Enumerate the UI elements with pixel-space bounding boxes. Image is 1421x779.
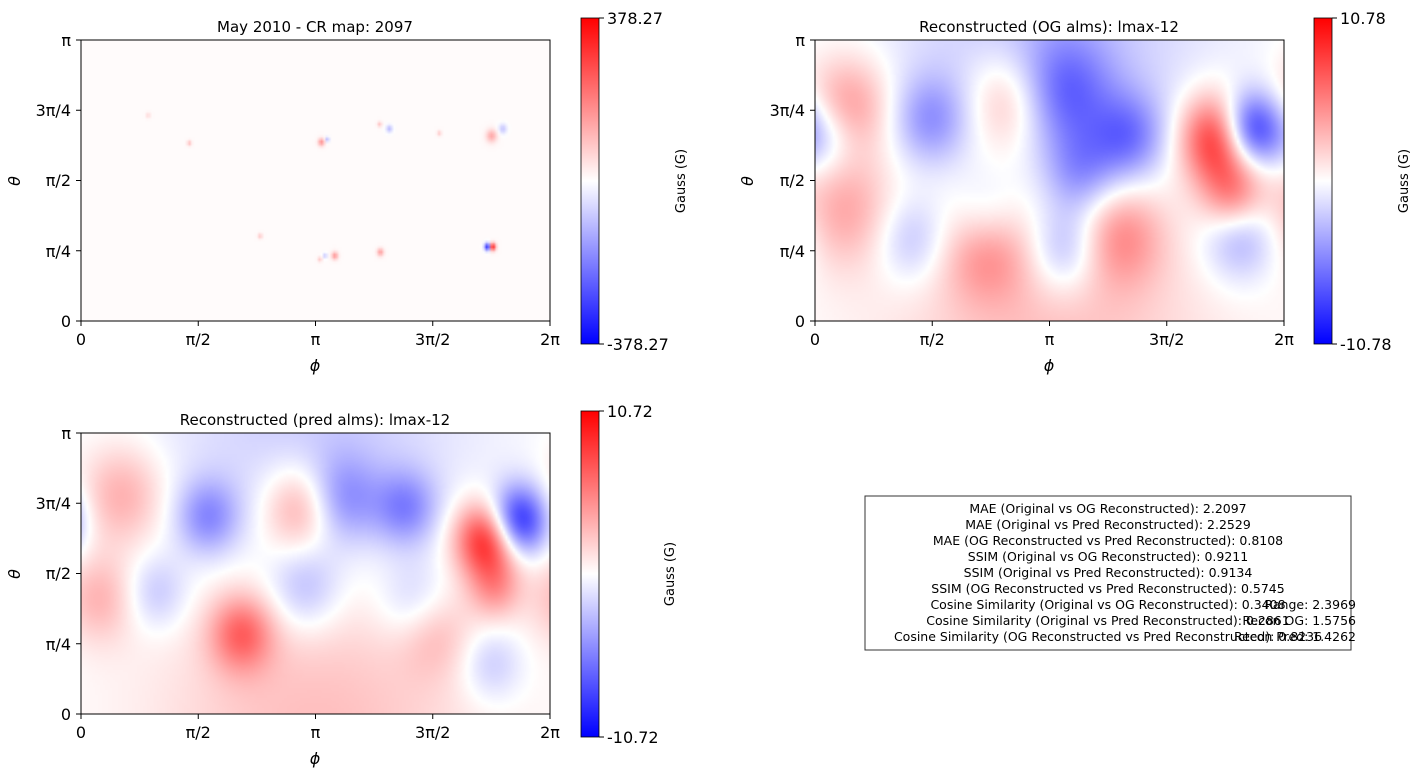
metric-line: SSIM (Original vs OG Reconstructed): 0.9… bbox=[968, 549, 1248, 564]
panel-title: Reconstructed (OG alms): lmax-12 bbox=[919, 18, 1179, 36]
metrics-box-frame bbox=[864, 495, 1352, 651]
y-tick-label: 3π/4 bbox=[36, 101, 71, 120]
metrics-box: MAE (Original vs OG Reconstructed): 2.20… bbox=[864, 495, 1356, 651]
y-tick-label: 3π/4 bbox=[770, 101, 805, 120]
metric-line: MAE (OG Reconstructed vs Pred Reconstruc… bbox=[933, 533, 1283, 548]
x-tick-label: 2π bbox=[1274, 330, 1294, 349]
panel-title: May 2010 - CR map: 2097 bbox=[217, 18, 413, 36]
x-axis-label: ϕ bbox=[1044, 356, 1055, 375]
metric-line: Cosine Similarity (Original vs OG Recons… bbox=[930, 597, 1285, 612]
x-axis-label: ϕ bbox=[310, 356, 321, 375]
metric-line: SSIM (OG Reconstructed vs Pred Reconstru… bbox=[931, 581, 1284, 596]
colorbar-min-label: -10.72 bbox=[607, 728, 659, 747]
y-tick-label: 0 bbox=[795, 312, 805, 331]
y-tick-label: π bbox=[61, 424, 71, 443]
colorbar-max-label: 10.72 bbox=[607, 402, 653, 421]
heatmap-image-1 bbox=[815, 40, 1284, 321]
y-tick-label: π/4 bbox=[780, 242, 805, 261]
colorbar: 10.78 -10.78 Gauss (G) bbox=[1313, 9, 1412, 354]
y-tick-label: 0 bbox=[61, 312, 71, 331]
metric-line: Cosine Similarity (OG Reconstructed vs P… bbox=[894, 629, 1322, 644]
x-tick-label: 2π bbox=[540, 723, 560, 742]
colorbar: 10.72 -10.72 Gauss (G) bbox=[580, 402, 678, 747]
y-tick-label: π bbox=[795, 31, 805, 50]
panel-original-map: May 2010 - CR map: 2097 0 π/2 π 3π/2 2π … bbox=[5, 9, 689, 375]
heatmap-image-2 bbox=[81, 433, 550, 714]
colorbar: 378.27 -378.27 Gauss (G) bbox=[580, 9, 689, 354]
overlay-metric-line: Range: 2.3969 bbox=[1264, 597, 1356, 612]
colorbar-min-label: -10.78 bbox=[1340, 335, 1392, 354]
x-tick-label: 0 bbox=[76, 723, 86, 742]
y-tick-label: 0 bbox=[61, 705, 71, 724]
x-tick-label: 3π/2 bbox=[1149, 330, 1184, 349]
panel-title: Reconstructed (pred alms): lmax-12 bbox=[180, 411, 450, 429]
colorbar-gradient bbox=[1313, 17, 1333, 345]
y-axis-label: θ bbox=[738, 176, 757, 186]
y-axis: 0 π/4 π/2 3π/4 π θ bbox=[5, 424, 81, 724]
metric-line: MAE (Original vs Pred Reconstructed): 2.… bbox=[965, 517, 1251, 532]
y-tick-label: 3π/4 bbox=[36, 494, 71, 513]
overlay-metric-line: Recon Pred: 1.4262 bbox=[1234, 629, 1356, 644]
panel-og-reconstruction: Reconstructed (OG alms): lmax-12 0 π/2 π… bbox=[738, 9, 1412, 375]
y-axis-label: θ bbox=[5, 176, 24, 186]
x-tick-label: 3π/2 bbox=[415, 330, 450, 349]
y-tick-label: π/4 bbox=[46, 635, 71, 654]
panel-pred-reconstruction: Reconstructed (pred alms): lmax-12 0 π/2… bbox=[5, 402, 678, 768]
colorbar-max-label: 10.78 bbox=[1340, 9, 1386, 28]
colorbar-gradient bbox=[580, 410, 600, 738]
x-axis-label: ϕ bbox=[310, 749, 321, 768]
metric-line: Cosine Similarity (Original vs Pred Reco… bbox=[926, 613, 1289, 628]
x-tick-label: 0 bbox=[76, 330, 86, 349]
colorbar-label: Gauss (G) bbox=[674, 149, 689, 213]
y-tick-label: π/2 bbox=[46, 564, 71, 583]
x-tick-label: π bbox=[1045, 330, 1055, 349]
x-tick-label: π/2 bbox=[920, 330, 945, 349]
x-tick-label: 0 bbox=[810, 330, 820, 349]
metric-line: SSIM (Original vs Pred Reconstructed): 0… bbox=[964, 565, 1253, 580]
y-tick-label: π bbox=[61, 31, 71, 50]
y-axis: 0 π/4 π/2 3π/4 π θ bbox=[738, 31, 815, 331]
y-tick-label: π/2 bbox=[46, 171, 71, 190]
heatmap-image-0 bbox=[81, 40, 550, 321]
x-axis: 0 π/2 π 3π/2 2π ϕ bbox=[76, 714, 560, 768]
overlay-metric-line: Recon OG: 1.5756 bbox=[1242, 613, 1356, 628]
y-axis-label: θ bbox=[5, 569, 24, 579]
x-tick-label: 2π bbox=[540, 330, 560, 349]
y-tick-label: π/2 bbox=[780, 171, 805, 190]
y-tick-label: π/4 bbox=[46, 242, 71, 261]
colorbar-min-label: -378.27 bbox=[607, 335, 669, 354]
x-axis: 0 π/2 π 3π/2 2π ϕ bbox=[76, 321, 560, 375]
colorbar-label: Gauss (G) bbox=[663, 542, 678, 606]
y-axis: 0 π/4 π/2 3π/4 π θ bbox=[5, 31, 81, 331]
colorbar-gradient bbox=[580, 17, 600, 345]
colorbar-label: Gauss (G) bbox=[1397, 149, 1412, 213]
x-tick-label: π/2 bbox=[186, 723, 211, 742]
x-tick-label: π bbox=[311, 330, 321, 349]
x-tick-label: π/2 bbox=[186, 330, 211, 349]
x-tick-label: π bbox=[311, 723, 321, 742]
metric-line: MAE (Original vs OG Reconstructed): 2.20… bbox=[969, 501, 1246, 516]
x-axis: 0 π/2 π 3π/2 2π ϕ bbox=[810, 321, 1294, 375]
x-tick-label: 3π/2 bbox=[415, 723, 450, 742]
colorbar-max-label: 378.27 bbox=[607, 9, 663, 28]
